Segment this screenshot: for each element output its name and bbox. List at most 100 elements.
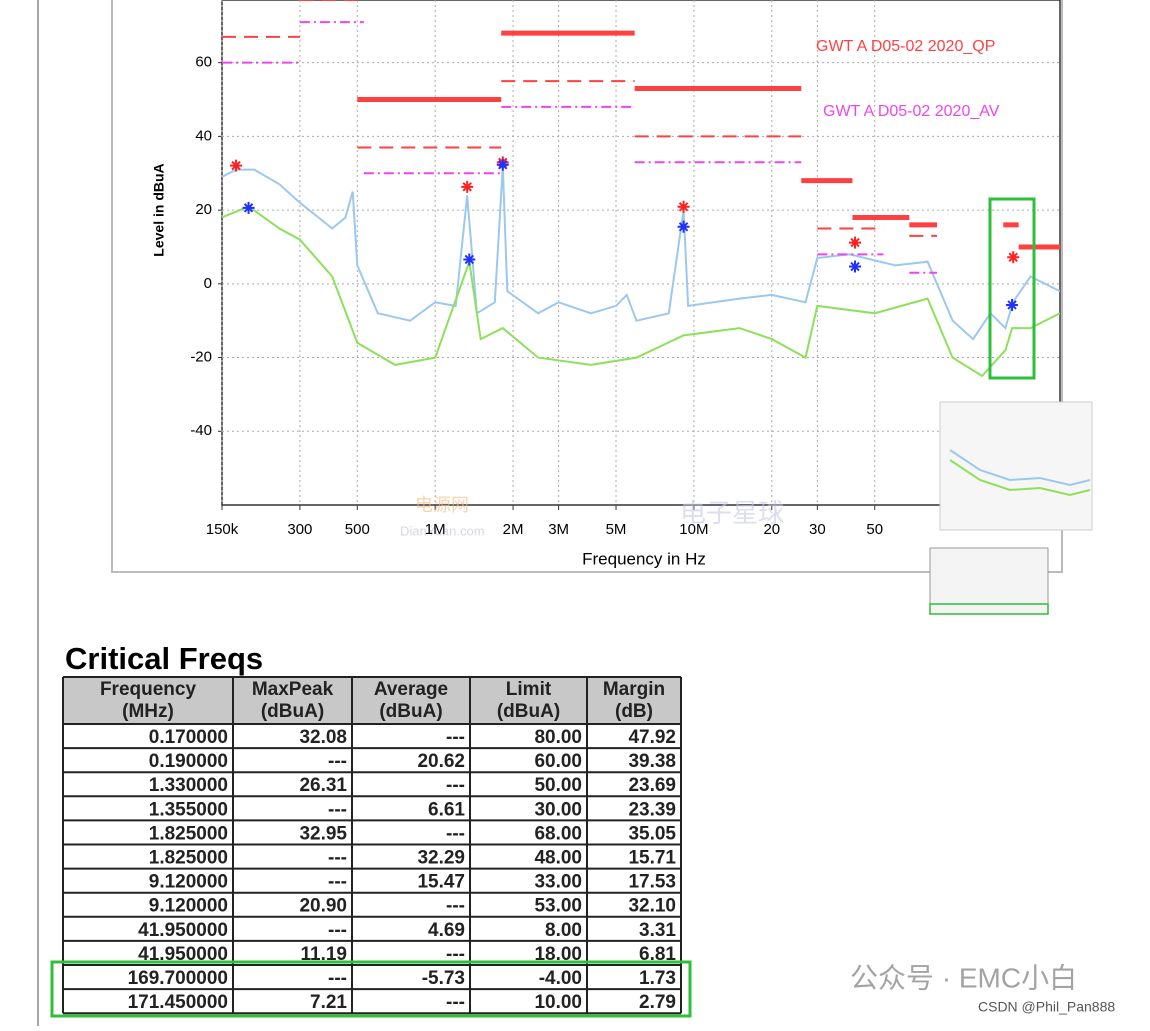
cell: 1.825000 [149,848,228,869]
cell: 2.79 [639,992,676,1013]
marker [463,253,476,266]
x-tick-label: 150k [206,521,239,538]
cell: 17.53 [628,872,676,893]
table-title: Critical Freqs [65,641,263,676]
x-tick-label: 30 [809,521,826,538]
cell: -5.73 [422,968,465,989]
highlight-box [988,197,1036,380]
marker [230,159,243,172]
x-tick-label: 20 [763,521,780,538]
cell: 15.47 [417,872,465,893]
thumbnail-trace [949,459,1091,497]
cell: 1.825000 [149,823,228,844]
y-tick-label: 60 [195,54,212,71]
header-bg [63,677,681,724]
column-header: Frequency [100,679,197,700]
cell: 48.00 [534,848,582,869]
x-tick-label: 3M [548,521,569,538]
x-axis-label: Frequency in Hz [582,549,706,568]
cell: --- [328,799,347,820]
y-tick-label: 0 [204,275,212,292]
cell: --- [328,848,347,869]
watermark: 电源网 [415,495,469,515]
watermark: CSDN @Phil_Pan888 [978,999,1115,1015]
cell: 6.61 [428,799,465,820]
chart-frame [111,0,1063,573]
cell: --- [446,992,465,1013]
x-tick-label: 5M [606,521,627,538]
cell: 169.700000 [128,968,228,989]
cell: 7.21 [310,992,347,1013]
cell: 0.170000 [149,727,228,748]
cell: 1.330000 [149,775,228,796]
cell: --- [328,872,347,893]
marker [496,158,509,171]
column-header: Average [374,679,448,700]
cell: --- [446,823,465,844]
column-header: MaxPeak [252,679,334,700]
cell: 10.00 [534,992,582,1013]
cell: 53.00 [534,896,582,917]
marker [677,200,690,213]
cell: 3.31 [639,920,676,941]
cell: 11.19 [301,944,348,965]
table: Critical FreqsFrequency(MHz)MaxPeak(dBuA… [62,641,682,1015]
cell: -4.00 [539,968,582,989]
x-tick-label: 500 [345,521,370,538]
cell: 80.00 [534,727,582,748]
cell: --- [328,920,347,941]
y-tick-label: 40 [195,127,212,144]
plot [222,0,1060,378]
cell: 32.95 [299,823,347,844]
marker [849,236,862,249]
cell: --- [328,968,347,989]
column-header: Margin [603,679,665,700]
x-tick-label: 1M [425,521,446,538]
cell: 50.00 [534,775,582,796]
column-header: (dBuA) [261,701,324,722]
cell: 35.05 [628,823,676,844]
y-tick-label: 20 [195,201,212,218]
cell: 32.08 [299,727,347,748]
cell: --- [446,896,465,917]
trace [222,205,1060,378]
plot-area [221,0,1061,506]
column-header: (dB) [615,701,653,722]
column-header: (dBuA) [497,701,560,722]
legend-av: GWT A D05-02 2020_AV [823,103,1000,120]
x-tick-label: 50 [866,521,883,538]
cell: 4.69 [428,920,465,941]
cell: 39.38 [628,751,676,772]
cell: 20.62 [417,751,465,772]
marker [849,260,862,273]
cell: --- [446,727,465,748]
cell: 15.71 [628,848,676,869]
cell: 33.00 [534,872,582,893]
marker [461,180,474,193]
cell: 23.39 [628,799,676,820]
x-tick-label: 2M [503,521,524,538]
cell: 9.120000 [149,896,228,917]
cell: 1.355000 [149,799,228,820]
trace [222,165,1060,341]
watermark: DianYuan.com [400,523,485,538]
table-highlight [50,960,692,1018]
cell: 1.73 [639,968,676,989]
thumbnail-table [929,547,1049,615]
cell: 9.120000 [149,872,228,893]
cell: 47.92 [628,727,676,748]
x-tick-label: 10M [679,521,708,538]
cell: --- [328,751,347,772]
column-header: Limit [506,679,552,700]
cell: 8.00 [545,920,582,941]
cell: 30.00 [534,799,582,820]
cell: --- [446,944,465,965]
grid [218,0,1060,510]
cell: --- [446,775,465,796]
marker [242,201,255,214]
marker [1006,298,1019,311]
cell: 41.950000 [138,944,228,965]
cell: 32.10 [628,896,676,917]
cell: 6.81 [639,944,676,965]
cell: 26.31 [299,775,347,796]
